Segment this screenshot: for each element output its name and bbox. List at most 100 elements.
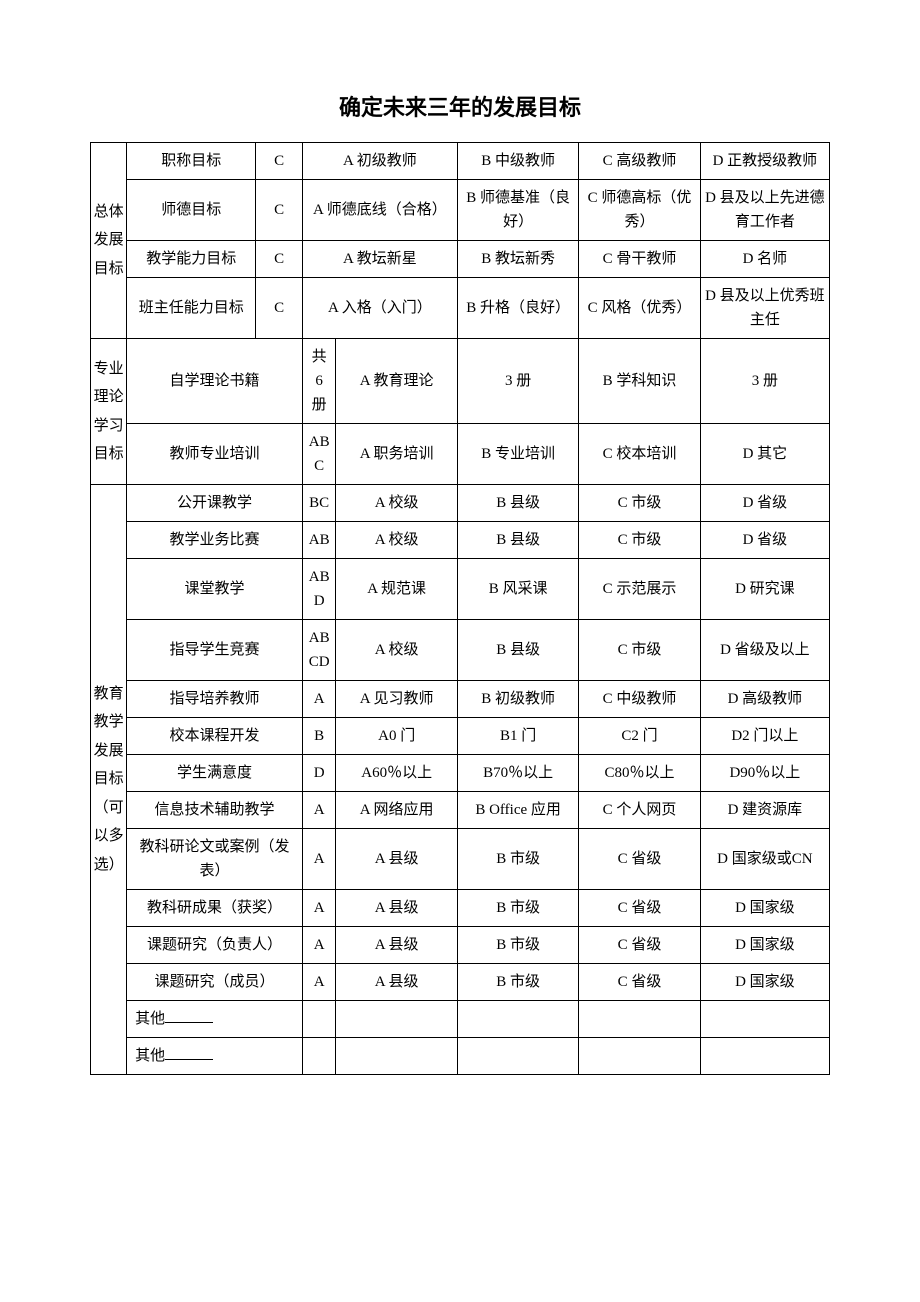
opt-b: B 县级 [457, 620, 578, 681]
opt-d: D 高级教师 [700, 681, 829, 718]
table-row: 教科研成果（获奖） A A 县级 B 市级 C 省级 D 国家级 [91, 890, 830, 927]
opt-b: B 师德基准（良好） [457, 180, 578, 241]
row-label: 信息技术辅助教学 [127, 792, 303, 829]
opt-b: B 县级 [457, 522, 578, 559]
row-label: 学生满意度 [127, 755, 303, 792]
table-row: 指导学生竞赛 ABCD A 校级 B 县级 C 市级 D 省级及以上 [91, 620, 830, 681]
row-value: A [302, 890, 336, 927]
opt-b: B 市级 [457, 829, 578, 890]
row-value: AB [302, 522, 336, 559]
opt-a: A 校级 [336, 522, 457, 559]
page-title: 确定未来三年的发展目标 [90, 90, 830, 122]
opt-d: D 建资源库 [700, 792, 829, 829]
opt-c: C 中级教师 [579, 681, 700, 718]
opt-c: C 风格（优秀） [579, 278, 700, 339]
opt-b: B 市级 [457, 890, 578, 927]
table-row: 课题研究（负责人） A A 县级 B 市级 C 省级 D 国家级 [91, 927, 830, 964]
opt-b: B 市级 [457, 964, 578, 1001]
row-value: A [302, 681, 336, 718]
row-label: 教学业务比赛 [127, 522, 303, 559]
opt-c: C 校本培训 [579, 424, 700, 485]
opt-b: B Office 应用 [457, 792, 578, 829]
opt-a: A 校级 [336, 620, 457, 681]
table-row: 校本课程开发 B A0 门 B1 门 C2 门 D2 门以上 [91, 718, 830, 755]
opt-a: A 职务培训 [336, 424, 457, 485]
opt-d: D 正教授级教师 [700, 143, 829, 180]
opt-b: B 专业培训 [457, 424, 578, 485]
opt-c: C 省级 [579, 890, 700, 927]
opt-c: C 省级 [579, 927, 700, 964]
opt-a: A 县级 [336, 829, 457, 890]
opt-b: B70％以上 [457, 755, 578, 792]
row-label: 教师专业培训 [127, 424, 303, 485]
opt-a: A 见习教师 [336, 681, 457, 718]
opt-c: C80％以上 [579, 755, 700, 792]
opt-b: B 初级教师 [457, 681, 578, 718]
opt-a: A 校级 [336, 485, 457, 522]
table-row: 教育教学发展目标（可以多选） 公开课教学 BC A 校级 B 县级 C 市级 D… [91, 485, 830, 522]
table-row: 学生满意度 D A60％以上 B70％以上 C80％以上 D90％以上 [91, 755, 830, 792]
opt-a: A 县级 [336, 927, 457, 964]
opt-d: D 国家级 [700, 927, 829, 964]
other-row: 其他 [127, 1038, 303, 1075]
opt-a: A 教育理论 [336, 339, 457, 424]
row-value: A [302, 829, 336, 890]
opt-b-count: 3 册 [700, 339, 829, 424]
opt-b: B 学科知识 [579, 339, 700, 424]
opt-b: B 县级 [457, 485, 578, 522]
goals-table: 总体发展目标 职称目标 C A 初级教师 B 中级教师 C 高级教师 D 正教授… [90, 142, 830, 1075]
row-label: 指导学生竞赛 [127, 620, 303, 681]
table-row: 教学业务比赛 AB A 校级 B 县级 C 市级 D 省级 [91, 522, 830, 559]
section-label-teaching: 教育教学发展目标（可以多选） [91, 485, 127, 1075]
table-row: 信息技术辅助教学 A A 网络应用 B Office 应用 C 个人网页 D 建… [91, 792, 830, 829]
opt-d: D 其它 [700, 424, 829, 485]
opt-b: B 市级 [457, 927, 578, 964]
row-value: ABC [302, 424, 336, 485]
table-row: 教科研论文或案例（发表） A A 县级 B 市级 C 省级 D 国家级或CN [91, 829, 830, 890]
opt-b: B1 门 [457, 718, 578, 755]
row-label: 职称目标 [127, 143, 256, 180]
opt-d: D 省级及以上 [700, 620, 829, 681]
section-label-theory: 专业理论学习目标 [91, 339, 127, 485]
opt-d: D 国家级 [700, 964, 829, 1001]
opt-c: C 省级 [579, 829, 700, 890]
opt-b: B 升格（良好） [457, 278, 578, 339]
row-label: 指导培养教师 [127, 681, 303, 718]
row-label: 课题研究（负责人） [127, 927, 303, 964]
opt-d: D 省级 [700, 522, 829, 559]
row-label: 教学能力目标 [127, 241, 256, 278]
row-value: BC [302, 485, 336, 522]
opt-c: C 省级 [579, 964, 700, 1001]
table-row: 课题研究（成员） A A 县级 B 市级 C 省级 D 国家级 [91, 964, 830, 1001]
opt-c: C 骨干教师 [579, 241, 700, 278]
opt-c: C 师德高标（优秀） [579, 180, 700, 241]
opt-a: A 县级 [336, 890, 457, 927]
row-label: 课题研究（成员） [127, 964, 303, 1001]
table-row: 其他 [91, 1001, 830, 1038]
row-value: B [302, 718, 336, 755]
opt-a: A 入格（入门） [302, 278, 457, 339]
opt-a: A60％以上 [336, 755, 457, 792]
row-label: 公开课教学 [127, 485, 303, 522]
opt-d: D 国家级或CN [700, 829, 829, 890]
opt-a: A 规范课 [336, 559, 457, 620]
table-row: 指导培养教师 A A 见习教师 B 初级教师 C 中级教师 D 高级教师 [91, 681, 830, 718]
opt-a: A 网络应用 [336, 792, 457, 829]
row-value: C [256, 143, 303, 180]
opt-a: A 师德底线（合格） [302, 180, 457, 241]
opt-c: C 市级 [579, 522, 700, 559]
opt-d: D 县及以上先进德育工作者 [700, 180, 829, 241]
opt-a: A0 门 [336, 718, 457, 755]
table-row: 课堂教学 ABD A 规范课 B 风采课 C 示范展示 D 研究课 [91, 559, 830, 620]
row-label: 自学理论书籍 [127, 339, 303, 424]
row-value: A [302, 964, 336, 1001]
opt-d: D 研究课 [700, 559, 829, 620]
opt-b: B 风采课 [457, 559, 578, 620]
row-label: 教科研论文或案例（发表） [127, 829, 303, 890]
row-label: 课堂教学 [127, 559, 303, 620]
other-row: 其他 [127, 1001, 303, 1038]
opt-c: C 个人网页 [579, 792, 700, 829]
opt-a-count: 3 册 [457, 339, 578, 424]
table-row: 其他 [91, 1038, 830, 1075]
opt-a: A 县级 [336, 964, 457, 1001]
